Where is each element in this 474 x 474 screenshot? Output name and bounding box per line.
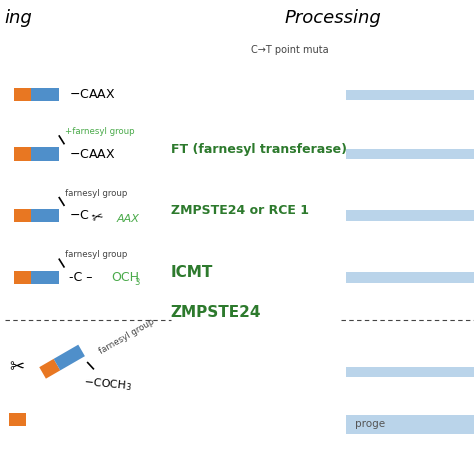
Text: farnesyl group: farnesyl group — [65, 250, 128, 259]
Text: C→T point muta: C→T point muta — [251, 45, 329, 55]
Bar — [346, 149, 474, 159]
Bar — [31, 271, 59, 284]
Text: $-$C: $-$C — [69, 209, 89, 222]
Text: -C –: -C – — [69, 271, 96, 284]
Bar — [346, 90, 474, 100]
Text: FT (farnesyl transferase): FT (farnesyl transferase) — [171, 143, 346, 156]
Text: ZMPSTE24 or RCE 1: ZMPSTE24 or RCE 1 — [171, 204, 309, 218]
Bar — [31, 147, 59, 161]
Bar — [346, 415, 474, 434]
Bar — [346, 272, 474, 283]
Polygon shape — [39, 359, 60, 379]
Text: ZMPSTE24: ZMPSTE24 — [171, 305, 261, 320]
Bar — [14, 147, 31, 161]
Polygon shape — [54, 345, 85, 370]
Text: AAX: AAX — [116, 214, 139, 225]
Text: 3: 3 — [134, 279, 139, 287]
Bar — [14, 271, 31, 284]
Text: $-$CAAX: $-$CAAX — [69, 88, 115, 101]
Bar — [31, 88, 59, 101]
Bar — [346, 367, 474, 377]
Text: $-$CAAX: $-$CAAX — [69, 147, 115, 161]
Text: farnesyl group: farnesyl group — [65, 189, 128, 198]
Text: proge: proge — [356, 419, 386, 429]
Bar — [14, 88, 31, 101]
Bar — [14, 209, 31, 222]
Text: $-$COCH$_3$: $-$COCH$_3$ — [83, 375, 132, 393]
Bar — [31, 209, 59, 222]
Bar — [9, 413, 26, 426]
Text: OCH: OCH — [111, 271, 139, 284]
Text: ICMT: ICMT — [171, 265, 213, 280]
Text: ✂: ✂ — [9, 358, 25, 376]
Text: Processing: Processing — [284, 9, 381, 27]
Text: +farnesyl group: +farnesyl group — [65, 127, 135, 136]
Text: ✂: ✂ — [90, 209, 105, 225]
Bar — [346, 210, 474, 221]
Text: ing: ing — [5, 9, 33, 27]
Text: farnesyl group: farnesyl group — [97, 318, 155, 356]
